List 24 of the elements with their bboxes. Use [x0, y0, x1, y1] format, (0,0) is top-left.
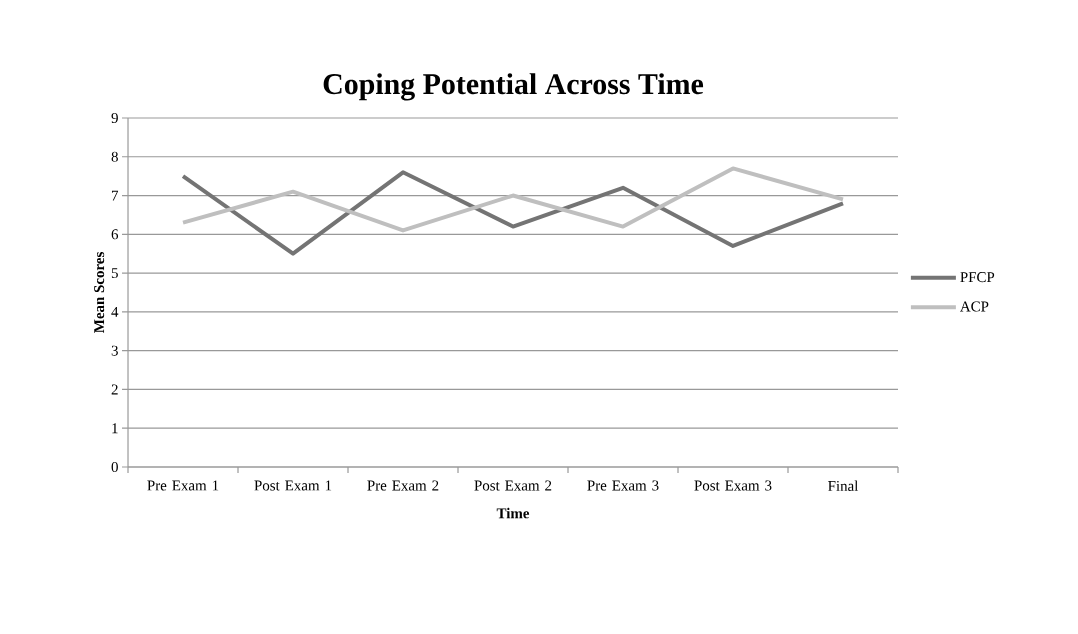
- y-tick-label: 5: [111, 268, 118, 279]
- line-series: [181, 170, 845, 256]
- y-tick-label: 2: [111, 384, 118, 395]
- x-tick-label: Post Exam 1: [254, 480, 332, 491]
- x-tick-label: Pre Exam 1: [147, 480, 219, 491]
- line-series: [181, 166, 845, 233]
- y-axis-title: Mean Scores: [94, 252, 105, 333]
- chart-title: Coping Potential Across Time: [323, 73, 704, 101]
- x-axis-title: Time: [496, 507, 530, 519]
- y-tick-label: 1: [112, 423, 118, 434]
- x-tick-label: Pre Exam 3: [587, 480, 659, 491]
- y-tick-label: 3: [111, 345, 118, 356]
- y-tick-label: 8: [111, 151, 118, 162]
- x-tick-label: Pre Exam 2: [367, 480, 439, 491]
- x-tick-label: Post Exam 3: [694, 480, 772, 491]
- y-tick-label: 6: [111, 229, 119, 240]
- y-tick-label: 0: [111, 461, 118, 473]
- legend-label: PFCP: [960, 272, 995, 283]
- y-tick-label: 9: [111, 112, 118, 124]
- x-tick-label: Final: [828, 480, 859, 492]
- y-tick-label: 4: [111, 306, 119, 317]
- y-tick-label: 7: [112, 190, 119, 201]
- x-tick-label: Post Exam 2: [474, 480, 552, 491]
- legend-label: ACP: [960, 301, 989, 312]
